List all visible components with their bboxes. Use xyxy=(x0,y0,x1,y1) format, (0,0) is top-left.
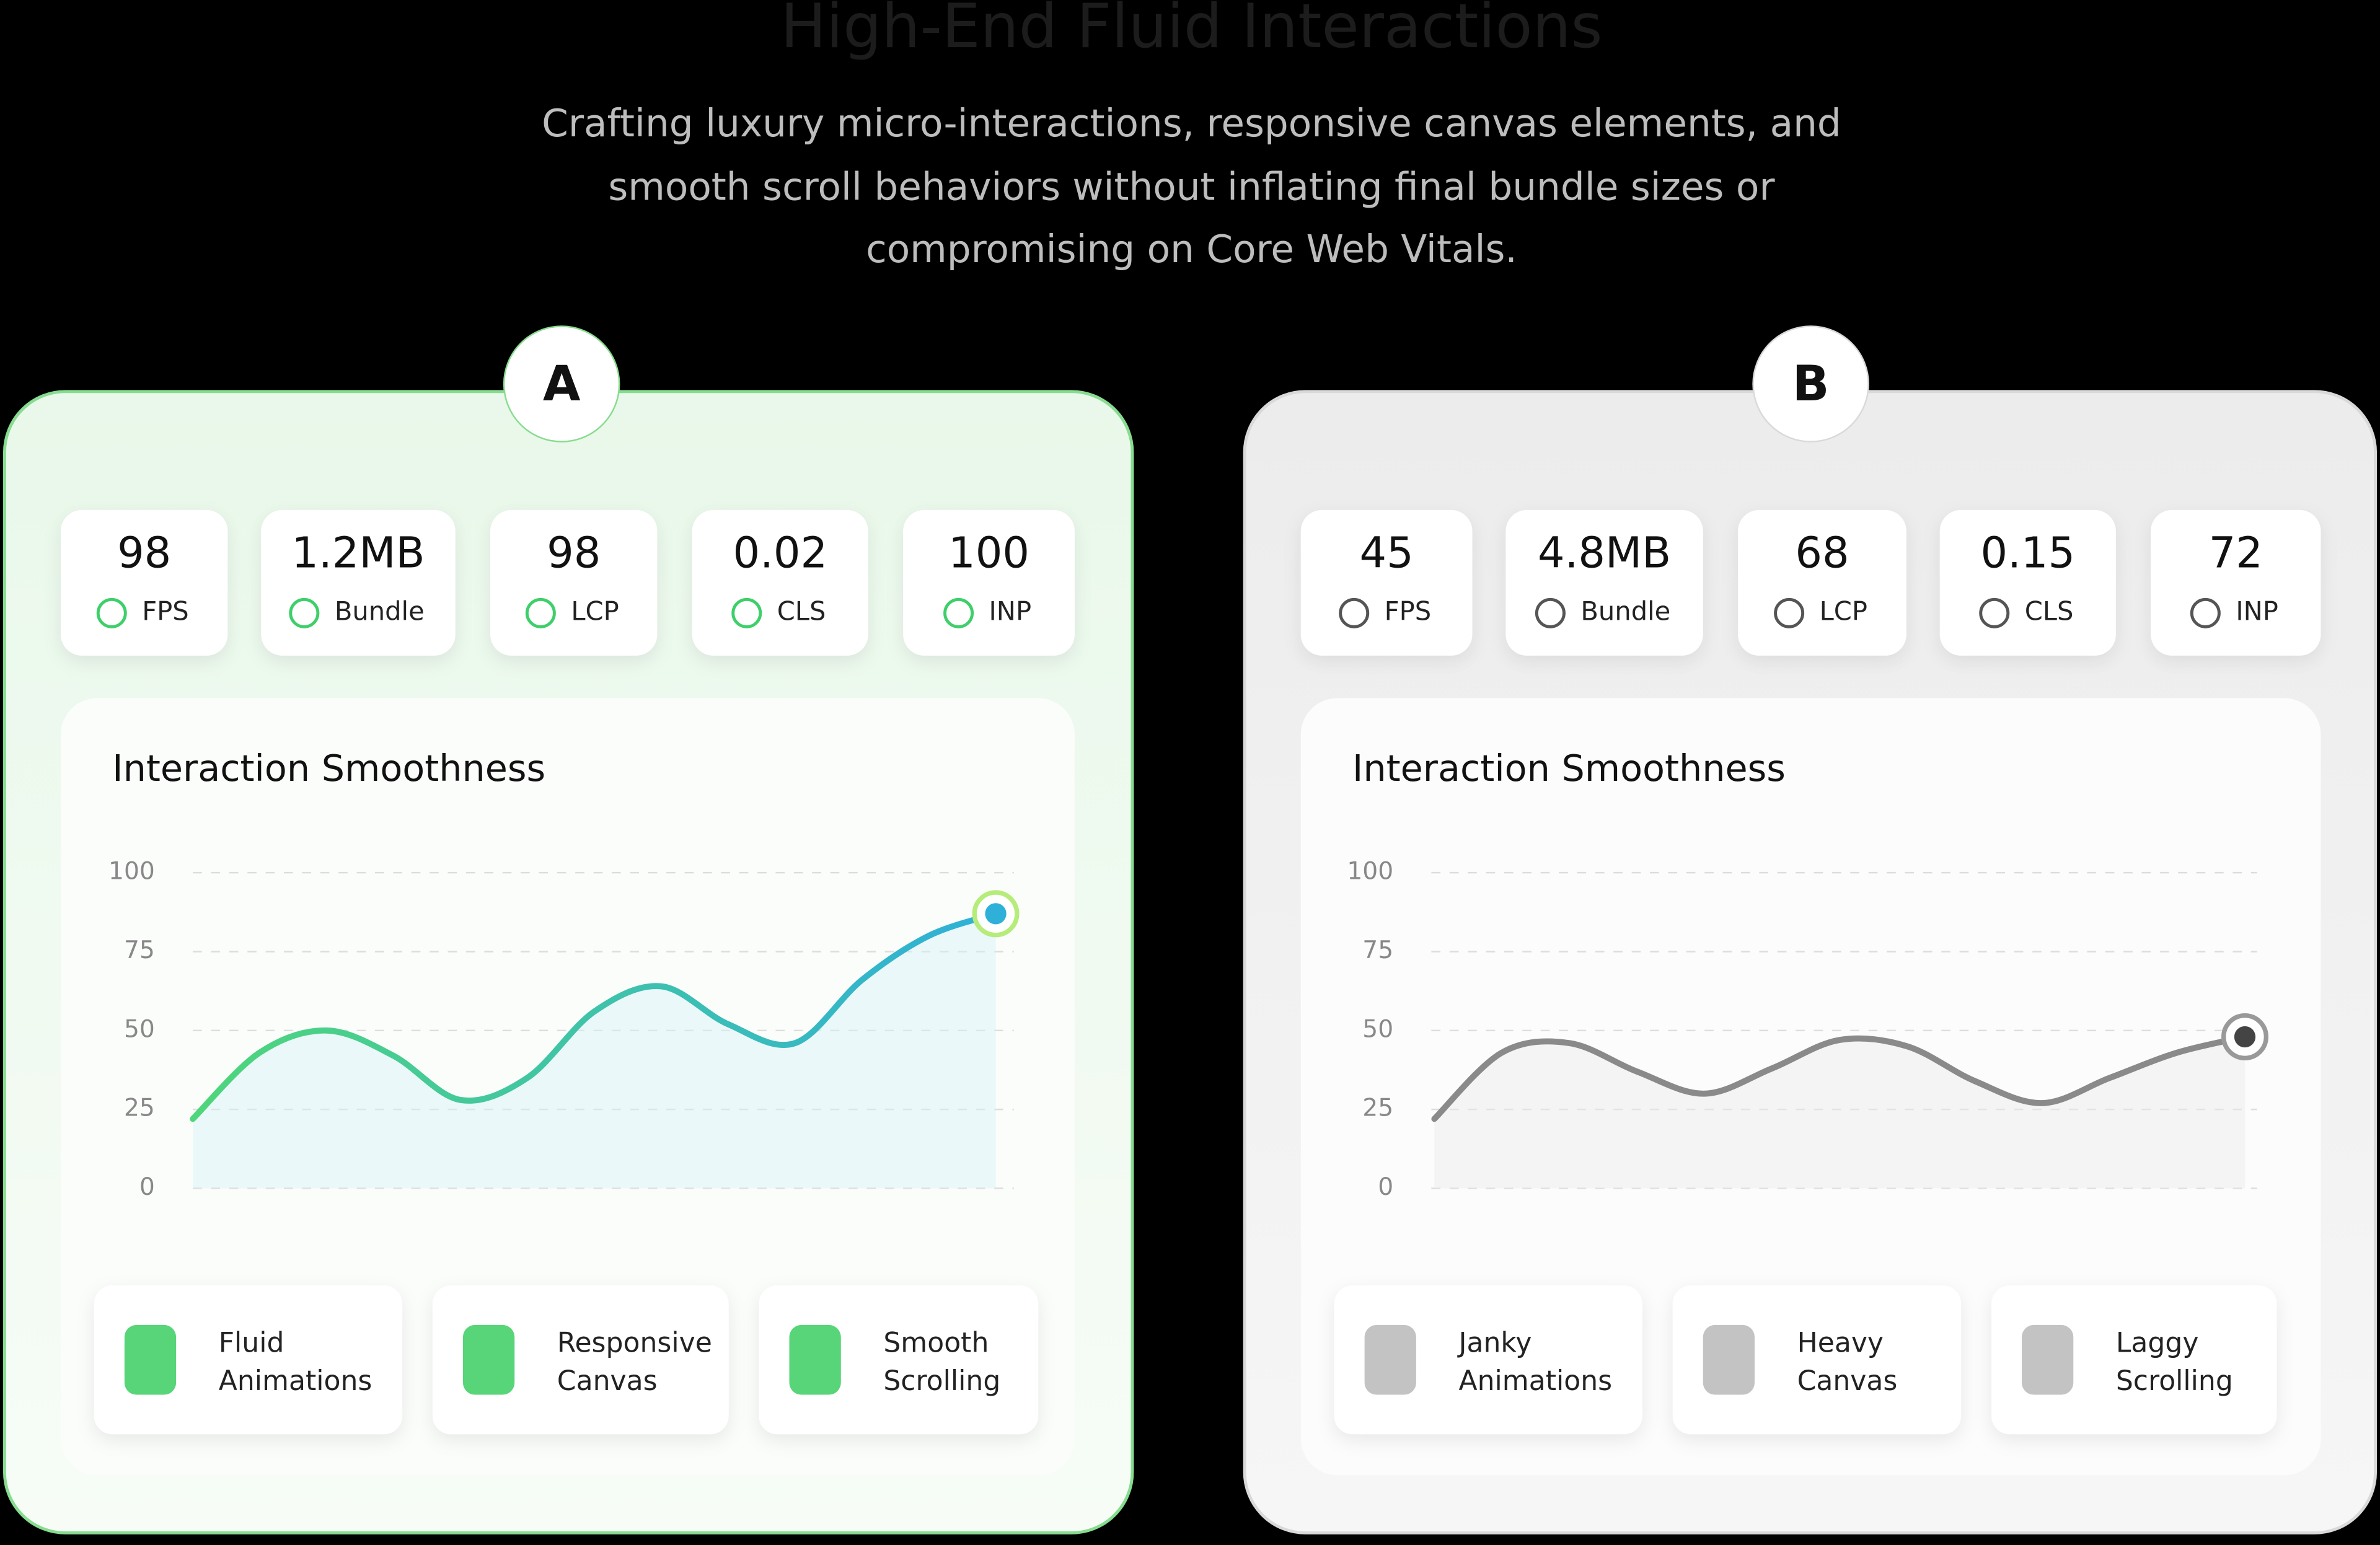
feature-label: Animations xyxy=(219,1365,372,1397)
feature-card xyxy=(432,1285,729,1435)
y-tick-label: 75 xyxy=(1362,936,1393,964)
metric-value: 1.2MB xyxy=(291,528,425,578)
metric-icon xyxy=(96,597,127,628)
metric-card xyxy=(490,509,658,656)
metric-value: 4.8MB xyxy=(1538,528,1671,578)
metric-label: INP xyxy=(2236,596,2278,626)
metric-value: 68 xyxy=(1795,528,1849,578)
metric-label: Bundle xyxy=(335,596,425,626)
y-tick-label: 50 xyxy=(1362,1015,1393,1043)
metric-value: 72 xyxy=(2209,528,2263,578)
metric-card xyxy=(1939,509,2116,656)
panel-badge xyxy=(503,325,620,442)
metric-value: 0.02 xyxy=(733,528,827,578)
feature-icon xyxy=(462,1324,515,1395)
feature-icon xyxy=(1703,1324,1755,1395)
metric-icon xyxy=(2190,597,2221,628)
feature-label: Scrolling xyxy=(883,1365,1000,1397)
feature-label: Responsive xyxy=(557,1327,712,1359)
panel-label: B xyxy=(1792,356,1830,412)
feature-card xyxy=(759,1285,1039,1435)
metric-label: CLS xyxy=(2025,596,2074,626)
feature-label: Scrolling xyxy=(2116,1365,2233,1397)
metric-card xyxy=(1738,509,1906,656)
metric-label: LCP xyxy=(1820,596,1867,626)
metric-label: INP xyxy=(989,596,1032,626)
feature-icon xyxy=(1364,1324,1416,1395)
feature-icon xyxy=(789,1324,841,1395)
metric-card xyxy=(1505,509,1703,656)
metric-icon xyxy=(1339,597,1370,628)
feature-card xyxy=(1672,1285,1962,1435)
feature-label: Heavy xyxy=(1797,1327,1884,1359)
feature-label: Smooth xyxy=(883,1327,989,1359)
chart-title: Interaction Smoothness xyxy=(1352,747,1786,790)
metric-card xyxy=(692,509,868,656)
feature-label: Janky xyxy=(1457,1327,1532,1359)
panel: A 98 FPS 1.2MB Bundle 98 LCP 0.02 CLS 100 INP Inter… xyxy=(2,325,1134,1534)
metric-value: 98 xyxy=(547,528,601,578)
y-tick-label: 0 xyxy=(1378,1173,1393,1201)
chart-card xyxy=(1300,698,2321,1476)
feature-icon xyxy=(124,1324,177,1395)
metric-icon xyxy=(289,597,320,628)
panel: B 45 FPS 4.8MB Bundle 68 LCP 0.15 CLS 72 INP Intera… xyxy=(1243,325,2378,1534)
metric-card xyxy=(261,509,456,656)
line-area xyxy=(193,913,996,1189)
y-tick-label: 25 xyxy=(1362,1094,1393,1122)
metric-label: FPS xyxy=(1385,596,1431,626)
panel-badge xyxy=(1752,325,1869,442)
subtitle: compromising on Core Web Vitals. xyxy=(866,227,1517,271)
y-tick-label: 50 xyxy=(124,1015,155,1043)
metric-value: 98 xyxy=(117,528,171,578)
metric-icon xyxy=(1535,597,1566,628)
panel-label: A xyxy=(543,356,581,412)
metric-value: 100 xyxy=(948,528,1029,578)
subtitle: smooth scroll behaviors without inflatin… xyxy=(608,165,1775,209)
feature-label: Fluid xyxy=(219,1327,284,1359)
metric-label: FPS xyxy=(142,596,188,626)
feature-label: Animations xyxy=(1458,1365,1612,1397)
line xyxy=(190,910,999,1122)
metric-label: Bundle xyxy=(1580,596,1670,626)
metric-card xyxy=(1300,509,1473,656)
metric-value: 45 xyxy=(1360,528,1414,578)
chart-title: Interaction Smoothness xyxy=(112,747,545,790)
chart-card xyxy=(61,698,1075,1476)
y-tick-label: 100 xyxy=(108,858,155,886)
subtitle: Crafting luxury micro-interactions, resp… xyxy=(542,102,1841,146)
metric-icon xyxy=(525,597,556,628)
feature-card xyxy=(94,1285,403,1435)
feature-card xyxy=(1334,1285,1642,1435)
y-tick-label: 100 xyxy=(1347,858,1393,886)
y-tick-label: 0 xyxy=(139,1173,155,1201)
feature-icon xyxy=(2022,1324,2074,1395)
metric-label: CLS xyxy=(777,596,826,626)
y-tick-label: 25 xyxy=(124,1094,155,1122)
metric-card xyxy=(61,509,228,656)
metric-icon xyxy=(1979,597,2010,628)
page-title: High-End Fluid Interactions xyxy=(780,0,1602,62)
end-marker xyxy=(2234,1026,2256,1048)
end-marker xyxy=(985,903,1007,925)
y-tick-label: 75 xyxy=(124,936,155,964)
feature-label: Canvas xyxy=(1797,1365,1898,1397)
feature-label: Canvas xyxy=(557,1365,658,1397)
metric-icon xyxy=(943,597,974,628)
line xyxy=(1431,1034,2248,1122)
metric-icon xyxy=(731,597,762,628)
metric-icon xyxy=(1774,597,1805,628)
metric-label: LCP xyxy=(571,596,619,626)
feature-card xyxy=(1991,1285,2277,1435)
metric-value: 0.15 xyxy=(1980,528,2075,578)
feature-label: Laggy xyxy=(2116,1327,2199,1359)
